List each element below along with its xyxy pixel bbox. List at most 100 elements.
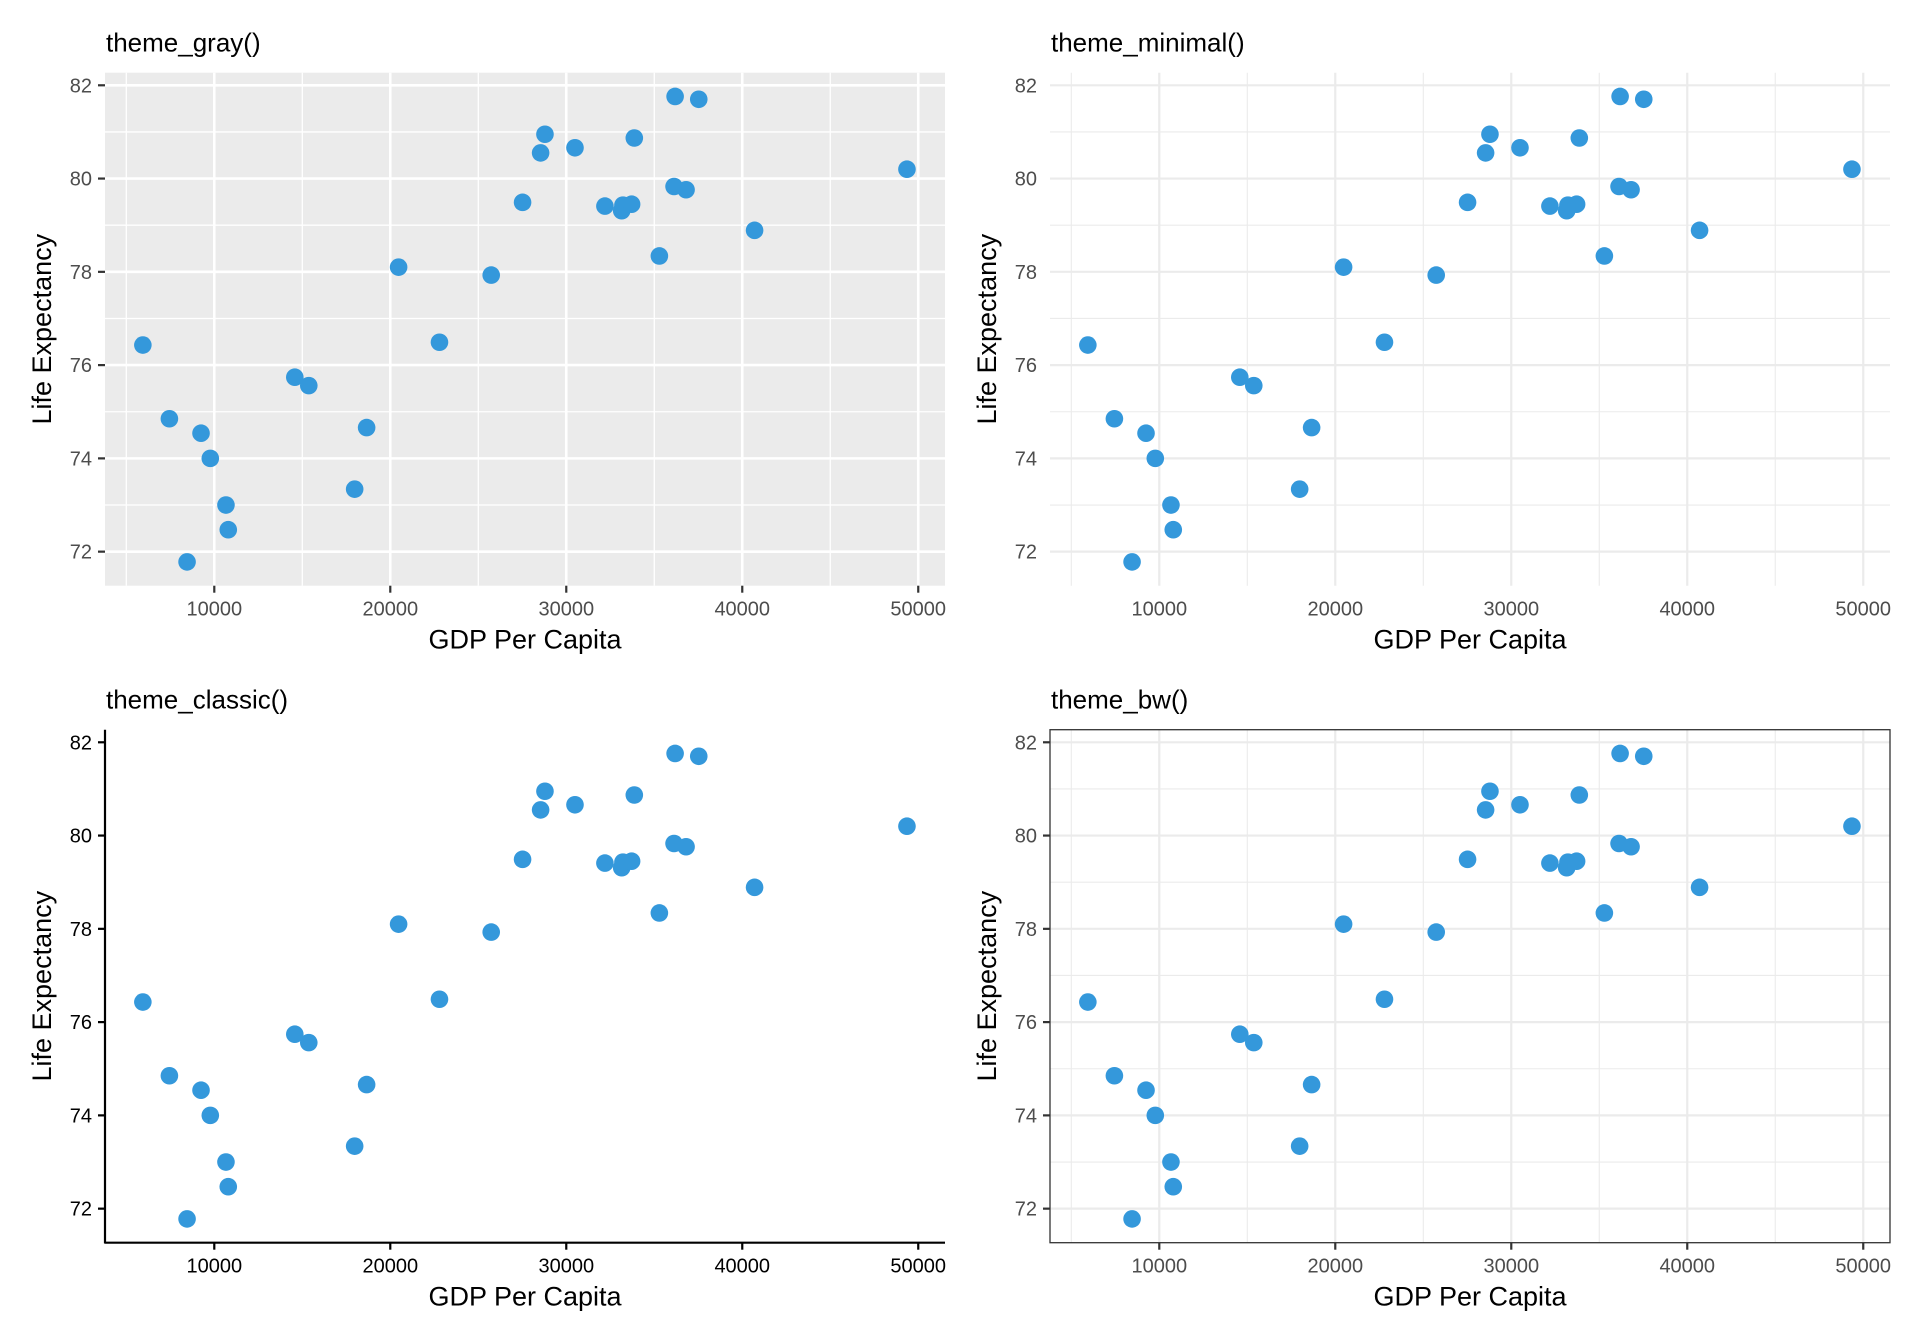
axis-ticks: 72 74 76 78 80 82 10000 20000 30000 40000 50000 [70,75,946,620]
data-point [1162,1153,1180,1171]
data-point [1137,1081,1155,1099]
x-tick-label: 40000 [714,1256,770,1278]
data-point [1611,87,1629,106]
data-point [1427,266,1446,284]
data-point [666,87,684,106]
data-point [745,221,764,240]
data-point [650,904,669,922]
data-point [666,744,684,763]
data-point [566,795,584,814]
data-point [1105,1066,1124,1085]
y-tick-label: 72 [70,1199,92,1221]
x-axis-title: GDP Per Capita [1373,625,1567,655]
y-tick-label: 76 [70,355,92,377]
data-point [898,160,916,179]
grid-lines [105,72,945,586]
data-point [1290,1137,1309,1155]
data-point [1375,333,1394,352]
data-point [389,258,408,276]
y-tick-label: 78 [70,262,92,284]
x-axis-title: GDP Per Capita [428,625,622,655]
x-axis-title: GDP Per Capita [1373,1282,1567,1312]
chart-title: theme_bw() [1051,685,1188,715]
y-tick-label: 74 [1015,448,1037,470]
x-tick-label: 50000 [1835,1256,1891,1278]
data-point [160,1066,179,1085]
data-point [357,1075,376,1094]
data-point [745,878,764,897]
data-point [430,990,449,1009]
data-point [1611,744,1629,763]
data-point [1105,409,1124,428]
data-point [513,850,532,869]
grid-lines [1050,72,1890,586]
data-point [1567,852,1586,871]
y-tick-label: 82 [70,732,92,754]
data-point [622,195,641,214]
chart-panel-minimal: theme_minimal() 72 74 76 78 80 82 10000 20000 300… [972,28,1891,655]
data-point [1567,195,1586,214]
data-point [1162,496,1180,514]
data-point [1595,904,1614,922]
data-point [1570,786,1589,804]
data-point [1476,801,1495,819]
data-point [1511,138,1529,157]
data-point [160,409,179,428]
data-point [596,854,614,872]
x-tick-label: 20000 [362,1256,418,1278]
axis-ticks: 72 74 76 78 80 82 10000 20000 30000 40000 50000 [1015,732,1891,1277]
data-point [650,247,669,265]
data-point [1476,144,1495,162]
data-point [1458,193,1477,212]
data-point [1290,480,1309,498]
y-tick-label: 72 [1015,1199,1037,1221]
y-tick-label: 80 [1015,826,1037,848]
data-point [1146,449,1165,468]
x-tick-label: 10000 [1131,1256,1187,1278]
y-tick-label: 78 [70,919,92,941]
x-tick-label: 10000 [1131,599,1187,621]
data-point [677,837,695,856]
data-point [1302,1075,1321,1094]
data-point [192,424,210,442]
data-point [1375,990,1394,1009]
data-point [1079,993,1097,1011]
y-tick-label: 74 [70,1105,92,1127]
data-point [1123,553,1141,571]
y-tick-label: 80 [70,826,92,848]
data-point [625,129,644,147]
data-point [286,368,304,387]
data-point [1137,424,1155,442]
data-point [622,852,641,871]
data-point [677,180,695,199]
data-point [1231,368,1249,387]
data-point [689,90,708,109]
data-point [1481,782,1499,801]
y-tick-label: 74 [1015,1105,1037,1127]
x-tick-label: 10000 [186,599,242,621]
data-point [1843,160,1861,179]
x-tick-label: 50000 [890,599,946,621]
data-point [513,193,532,212]
y-tick-label: 82 [1015,75,1037,97]
data-point [345,1137,364,1155]
data-point [1481,125,1499,144]
data-point [482,923,501,941]
data-point [134,336,152,354]
y-axis-title: Life Expectancy [27,890,57,1081]
y-tick-label: 82 [70,75,92,97]
data-point [1231,1025,1249,1044]
y-axis-title: Life Expectancy [27,233,57,424]
data-point [1334,258,1353,276]
data-point [1079,336,1097,354]
data-point [430,333,449,352]
data-point [596,197,614,215]
x-tick-label: 30000 [1483,599,1539,621]
data-point [898,817,916,836]
data-point [299,1033,318,1052]
data-point [217,496,235,514]
chart-panel-gray: theme_gray() 72 74 76 78 80 82 10000 20000 30000 4… [27,28,946,655]
x-tick-label: 50000 [890,1256,946,1278]
panel-border [1049,729,1891,1244]
